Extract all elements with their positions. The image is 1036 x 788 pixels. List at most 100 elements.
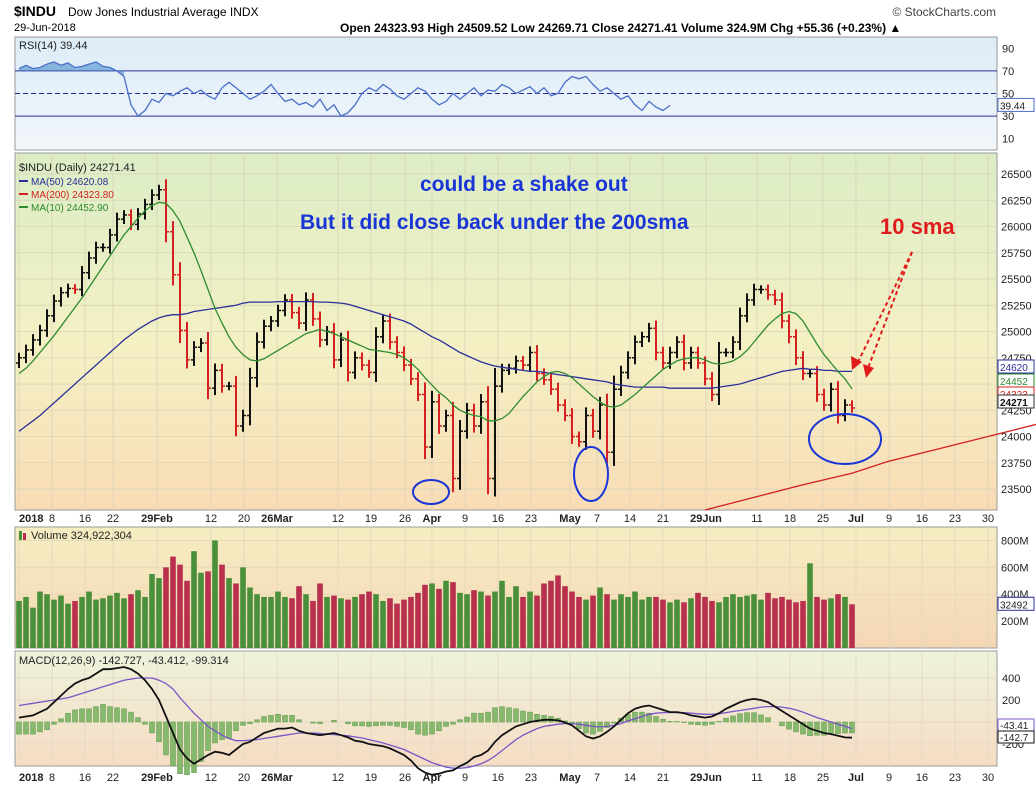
price-y-tick: 26000	[1001, 222, 1032, 234]
macd-histogram-bar	[443, 721, 449, 727]
x-tick-label: 18	[784, 772, 796, 784]
volume-bar	[744, 595, 750, 648]
x-tick-label: 9	[462, 513, 468, 525]
volume-y-tick: 800M	[1001, 535, 1029, 547]
price-y-tick: 23500	[1001, 484, 1032, 496]
volume-bar	[275, 591, 281, 648]
volume-bar	[597, 587, 603, 648]
volume-bar	[296, 586, 302, 648]
volume-bar	[261, 596, 267, 648]
volume-bar	[450, 582, 456, 648]
annotation-circle	[573, 446, 609, 502]
x-tick-label: 23	[949, 772, 961, 784]
legend-entry: MA(200) 24323.80	[31, 190, 114, 201]
annotation-circle	[808, 413, 882, 465]
volume-bar	[212, 540, 218, 648]
volume-bar	[576, 596, 582, 648]
rsi-last-badge	[997, 97, 1035, 112]
volume-icon	[23, 533, 26, 540]
macd-histogram-bar	[282, 715, 288, 723]
rsi-title: RSI(14) 39.44	[19, 40, 87, 52]
volume-bar	[366, 591, 372, 648]
volume-bar	[191, 551, 197, 648]
x-tick-label: 23	[525, 772, 537, 784]
volume-bar	[604, 594, 610, 648]
macd-histogram-bar	[247, 721, 253, 724]
x-tick-label: 16	[492, 513, 504, 525]
macd-histogram-bar	[436, 721, 442, 732]
x-tick-label: 16	[916, 772, 928, 784]
rsi-y-tick: 30	[1002, 111, 1014, 123]
macd-line	[18, 666, 853, 776]
volume-bar	[779, 596, 785, 648]
x-tick-label: 26	[399, 772, 411, 784]
volume-bar	[240, 567, 246, 648]
volume-bar	[352, 596, 358, 648]
volume-bar	[338, 598, 344, 648]
macd-histogram-bar	[744, 712, 750, 723]
x-tick-label: 12	[332, 772, 344, 784]
macd-histogram-bar	[590, 721, 596, 735]
volume-bar	[849, 604, 855, 648]
price-y-tick: 26250	[1001, 195, 1032, 207]
volume-bar	[548, 580, 554, 648]
macd-histogram-bar	[408, 721, 414, 730]
price-last-value: 24271	[1000, 398, 1028, 409]
macd-histogram-bar	[142, 721, 148, 725]
legend-entry: MA(50) 24620.08	[31, 177, 109, 188]
volume-bar	[625, 596, 631, 648]
macd-histogram-bar	[184, 721, 190, 776]
rsi-line	[18, 61, 671, 118]
macd-histogram-bar	[751, 712, 757, 723]
macd-histogram-bar	[254, 719, 260, 723]
x-tick-label: 12	[205, 513, 217, 525]
volume-bar	[737, 596, 743, 648]
macd-histogram-bar	[646, 712, 652, 723]
volume-bar	[639, 599, 645, 648]
volume-bar	[282, 596, 288, 648]
chart-symbol: $INDU	[14, 3, 57, 19]
macd-histogram-bar	[632, 711, 638, 723]
x-tick-label: 26Mar	[261, 513, 294, 525]
x-tick-label: 21	[657, 772, 669, 784]
macd-histogram-bar	[86, 708, 92, 723]
macd-histogram-bar	[226, 721, 232, 739]
x-tick-label: 19	[365, 772, 377, 784]
volume-bar	[569, 591, 575, 648]
x-tick-label: 30	[982, 513, 994, 525]
volume-bar	[828, 598, 834, 648]
macd-histogram-bar	[352, 721, 358, 727]
x-tick-label: 9	[886, 772, 892, 784]
volume-bar	[268, 596, 274, 648]
volume-bar	[289, 598, 295, 648]
macd-histogram-bar	[135, 717, 141, 723]
macd-histogram-bar	[464, 716, 470, 723]
macd-histogram-bar	[821, 721, 827, 736]
macd-histogram-bar	[492, 707, 498, 723]
volume-bar	[254, 594, 260, 648]
macd-histogram-bar	[450, 721, 456, 725]
volume-bar	[695, 592, 701, 648]
volume-last-badge	[997, 596, 1035, 611]
volume-bar	[520, 596, 526, 648]
macd-signal-line	[18, 677, 853, 769]
macd-histogram-bar	[765, 717, 771, 723]
volume-bar	[800, 600, 806, 648]
volume-bar	[653, 596, 659, 648]
x-tick-label: 25	[817, 772, 829, 784]
price-y-tick: 26500	[1001, 169, 1032, 181]
macd-histogram-bar	[485, 711, 491, 723]
x-tick-label: 26Mar	[261, 772, 294, 784]
volume-last-value: 32492	[1000, 600, 1028, 611]
x-tick-label: 11	[751, 513, 762, 525]
x-tick-label: 12	[205, 772, 217, 784]
volume-bar	[485, 595, 491, 648]
volume-bar	[716, 602, 722, 648]
volume-bar	[107, 595, 113, 648]
volume-bar	[422, 584, 428, 648]
ma200-line	[704, 423, 1036, 511]
volume-bar	[23, 596, 29, 648]
x-tick-label: 23	[949, 513, 961, 525]
volume-bar	[429, 583, 435, 648]
volume-bar	[170, 556, 176, 648]
